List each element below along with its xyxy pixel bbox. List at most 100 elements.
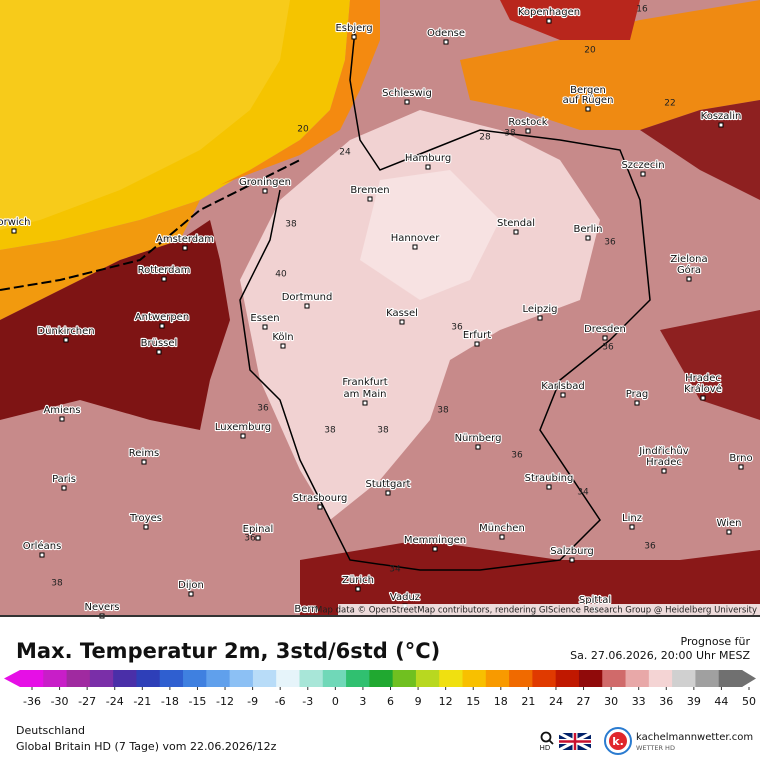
- colorbar-segment: [276, 670, 300, 687]
- city-label: Jindřichův: [638, 445, 688, 457]
- city-marker: [525, 128, 531, 134]
- colorbar-segment: [322, 670, 347, 687]
- city-label: Rotterdam: [138, 265, 191, 276]
- city-label: Epinal: [243, 524, 274, 535]
- coastline: [0, 159, 301, 291]
- city-marker: [304, 303, 310, 309]
- city-label: am Main: [344, 389, 387, 400]
- city-label: München: [479, 523, 525, 534]
- colorbar: -36 -30 -27 -24 -21 -18 -15 -12 -9 -6 -3 0 3 6 9 12 15 18…: [4, 670, 756, 708]
- city-label: auf Rügen: [563, 95, 614, 106]
- city-marker: [634, 400, 640, 406]
- contour-label: 38: [377, 426, 389, 436]
- city-label: Hannover: [391, 233, 441, 244]
- city-marker: [640, 171, 646, 177]
- colorbar-segment: [183, 670, 207, 687]
- city-marker: [474, 341, 480, 347]
- footer-title: Max. Temperatur 2m, 3std/6std (°C): [16, 639, 440, 663]
- city-marker: [255, 535, 261, 541]
- search-icon[interactable]: [540, 731, 552, 743]
- colorbar-tick-label: 0: [332, 695, 339, 708]
- colorbar-tick-label: -3: [302, 695, 313, 708]
- city-label: Dünkirchen: [37, 326, 94, 337]
- land-light: [240, 110, 600, 520]
- city-marker: [39, 552, 45, 558]
- colorbar-segment: [602, 670, 627, 687]
- colorbar-tick-label: -24: [106, 695, 124, 708]
- colorbar-segment: [509, 670, 533, 687]
- city-label: Bern: [294, 604, 317, 615]
- city-label: Wien: [717, 518, 742, 529]
- city-label: Karlsbad: [541, 381, 584, 392]
- city-label: Szczecin: [621, 160, 664, 171]
- city-label: Paris: [52, 474, 76, 485]
- colorbar-tick-label: -12: [216, 695, 234, 708]
- city-marker: [661, 468, 667, 474]
- contour-label: 36: [244, 534, 256, 544]
- city-label: Koszalin: [701, 111, 742, 122]
- city-label: Kopenhagen: [518, 7, 580, 18]
- city-marker: [546, 484, 552, 490]
- colorbar-tick-label: -30: [51, 695, 69, 708]
- uk-flag[interactable]: [558, 731, 592, 752]
- sea-orange-west: [0, 200, 200, 320]
- forecast-label: Prognose für: [681, 635, 751, 648]
- city-marker: [432, 546, 438, 552]
- city-label: Bremen: [350, 185, 389, 196]
- city-label: Amsterdam: [156, 234, 214, 245]
- city-label: Rostock: [508, 117, 547, 128]
- city-marker: [700, 395, 706, 401]
- colorbar-segment: [578, 670, 603, 687]
- map: Esbjerg Odense Kopenhagen Schleswig Bergenau…: [0, 0, 760, 619]
- colorbar-segment: [369, 670, 394, 687]
- city-marker: [726, 529, 732, 535]
- city-label: Antwerpen: [135, 312, 189, 323]
- land-lightest: [360, 170, 500, 300]
- contour-label: 38: [437, 406, 449, 416]
- city-marker: [367, 196, 373, 202]
- city-marker: [182, 245, 188, 251]
- contour-label: 34: [577, 488, 589, 498]
- city-marker: [560, 392, 566, 398]
- colorbar-tick-label: 21: [521, 695, 535, 708]
- colorbar-tick-label: -36: [23, 695, 41, 708]
- city-marker: [61, 485, 67, 491]
- colorbar-segment: [136, 670, 161, 687]
- contour-label: 24: [339, 148, 351, 158]
- attribution: Map data © OpenStreetMap contributors, r…: [315, 606, 757, 616]
- country-border: [239, 29, 651, 571]
- city-marker: [602, 335, 608, 341]
- city-label: Bergen: [570, 85, 606, 96]
- colorbar-segment: [415, 670, 440, 687]
- city-marker: [159, 323, 165, 329]
- logo: [609, 732, 627, 750]
- colorbar-segment: [252, 670, 277, 687]
- search-icon-handle: [548, 739, 554, 745]
- city-label: Straubing: [525, 473, 574, 484]
- contour-label: 20: [584, 46, 596, 56]
- colorbar-segment: [89, 670, 114, 687]
- colorbar-segment: [439, 670, 464, 687]
- city-marker: [585, 235, 591, 241]
- city-label: Hamburg: [405, 153, 451, 164]
- colorbar-segment: [159, 670, 184, 687]
- city-label: Reims: [129, 448, 159, 459]
- colorbar-segment: [20, 670, 44, 687]
- city-label: Góra: [677, 264, 701, 276]
- colorbar-segment: [648, 670, 673, 687]
- city-marker: [499, 534, 505, 540]
- city-marker: [537, 315, 543, 321]
- city-marker: [262, 188, 268, 194]
- city-label: Salzburg: [550, 546, 593, 557]
- search-label: HD: [540, 744, 551, 752]
- city-label: Zürich: [342, 575, 374, 586]
- city-marker: [63, 337, 69, 343]
- brand: kachelmannwetter.com: [636, 732, 753, 743]
- city-marker: [362, 400, 368, 406]
- city-marker: [443, 39, 449, 45]
- colorbar-segment: [532, 670, 557, 687]
- forecast-time: Sa. 27.06.2026, 20:00 Uhr MESZ: [570, 649, 750, 662]
- colorbar-tick-label: 50: [742, 695, 756, 708]
- city-label: Amiens: [43, 405, 80, 416]
